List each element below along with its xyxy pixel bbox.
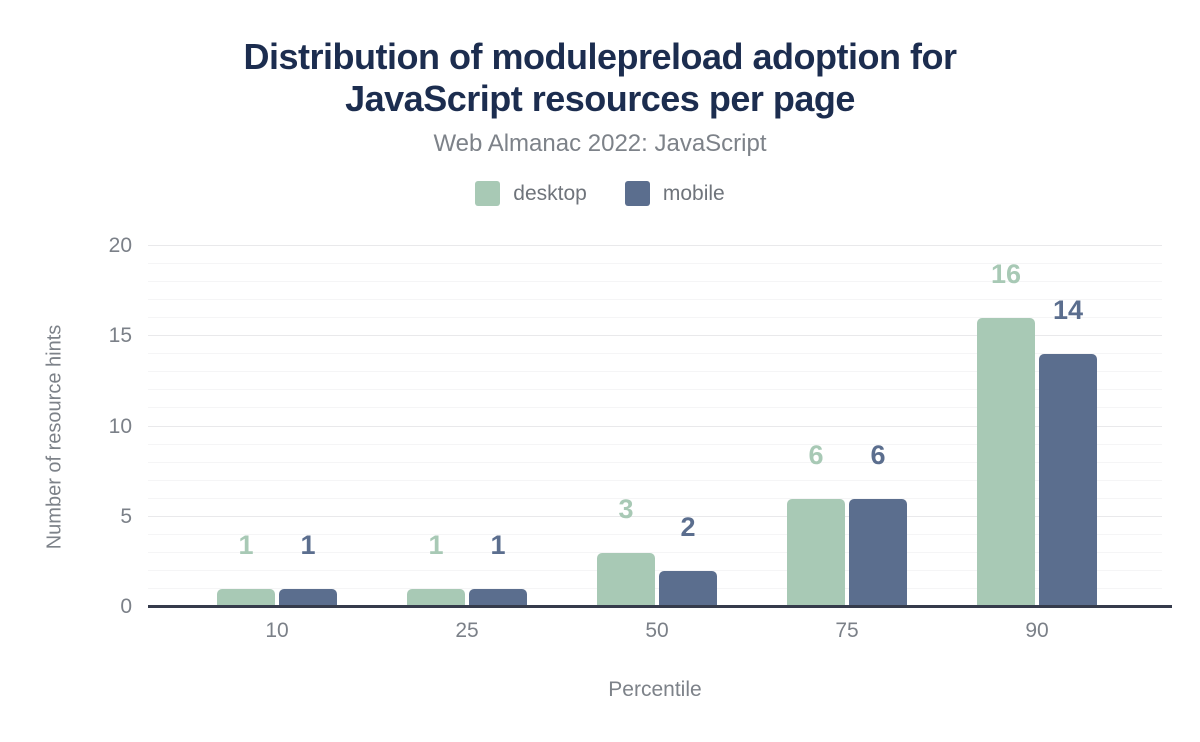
bar-value-label-desktop-p25: 1 [428,529,444,560]
gridline-y18 [148,281,1162,283]
gridline-y10 [148,425,1162,427]
bar-value-label-desktop-p75: 6 [808,439,824,470]
bar-value-label-mobile-p90: 14 [1052,295,1084,326]
gridline-y7 [148,479,1162,481]
y-tick-label-15: 15 [108,324,132,348]
bar-mobile-p50[interactable] [659,570,717,607]
gridline-y2 [148,569,1162,571]
gridline-y13 [148,371,1162,373]
gridline-y6 [148,497,1162,499]
bar-value-label-mobile-p10: 1 [300,529,316,560]
legend-swatch-desktop [475,181,501,206]
bar-desktop-p10[interactable] [217,588,275,607]
y-tick-label-5: 5 [120,504,132,528]
chart-title-line1: Distribution of modulepreload adoption f… [243,36,957,77]
bar-value-label-mobile-p75: 6 [870,439,886,470]
bar-desktop-p25[interactable] [407,588,465,607]
bar-mobile-p10[interactable] [279,588,337,607]
gridline-y14 [148,353,1162,355]
x-tick-label-75: 75 [835,619,859,642]
y-tick-label-10: 10 [108,414,132,438]
x-axis-title: Percentile [608,678,702,701]
bar-mobile-p75[interactable] [849,498,907,607]
y-tick-label-0: 0 [120,595,132,618]
bar-desktop-p50[interactable] [597,552,655,607]
x-tick-label-10: 10 [265,619,289,642]
gridline-y15 [148,335,1162,337]
gridline-y1 [148,587,1162,589]
legend-item-desktop[interactable]: desktop [475,181,587,206]
bar-value-label-desktop-p90: 16 [990,259,1022,290]
gridline-y5 [148,515,1162,517]
gridline-y11 [148,407,1162,409]
x-tick-label-90: 90 [1025,619,1049,642]
gridline-y4 [148,533,1162,535]
gridline-y16 [148,317,1162,319]
bar-value-label-desktop-p10: 1 [238,529,254,560]
legend-item-mobile[interactable]: mobile [624,181,725,206]
legend-label-desktop: desktop [513,181,587,205]
chart-title-line2: JavaScript resources per page [345,77,855,119]
bar-mobile-p25[interactable] [469,588,527,607]
gridline-y12 [148,389,1162,391]
x-tick-label-50: 50 [645,619,669,642]
plot-area: 0 5 10 15 20 1 1 10 1 1 25 3 2 50 6 6 75 16 14 90 [109,234,1173,642]
y-tick-label-20: 20 [108,234,132,257]
bar-value-label-mobile-p50: 2 [680,511,696,542]
legend-swatch-mobile [624,181,650,206]
gridline-y17 [148,299,1162,301]
gridline-y8 [148,461,1162,463]
bar-value-label-desktop-p50: 3 [618,493,634,524]
chart-title: Distribution of modulepreload adoption f… [0,36,1200,120]
chart-subtitle: Web Almanac 2022: JavaScript [433,130,767,157]
gridline-y20 [148,245,1162,246]
y-axis-title: Number of resource hints [43,324,66,550]
legend: desktop mobile [0,181,1200,206]
gridline-y9 [148,443,1162,445]
bar-mobile-p90[interactable] [1039,354,1097,607]
bar-value-label-mobile-p25: 1 [490,529,506,560]
gridline-y3 [148,551,1162,553]
x-tick-label-25: 25 [455,619,479,642]
legend-label-mobile: mobile [662,181,725,205]
bar-desktop-p75[interactable] [787,498,845,607]
bar-desktop-p90[interactable] [977,318,1035,607]
x-axis-line [148,605,1173,608]
gridline-y19 [148,263,1162,265]
